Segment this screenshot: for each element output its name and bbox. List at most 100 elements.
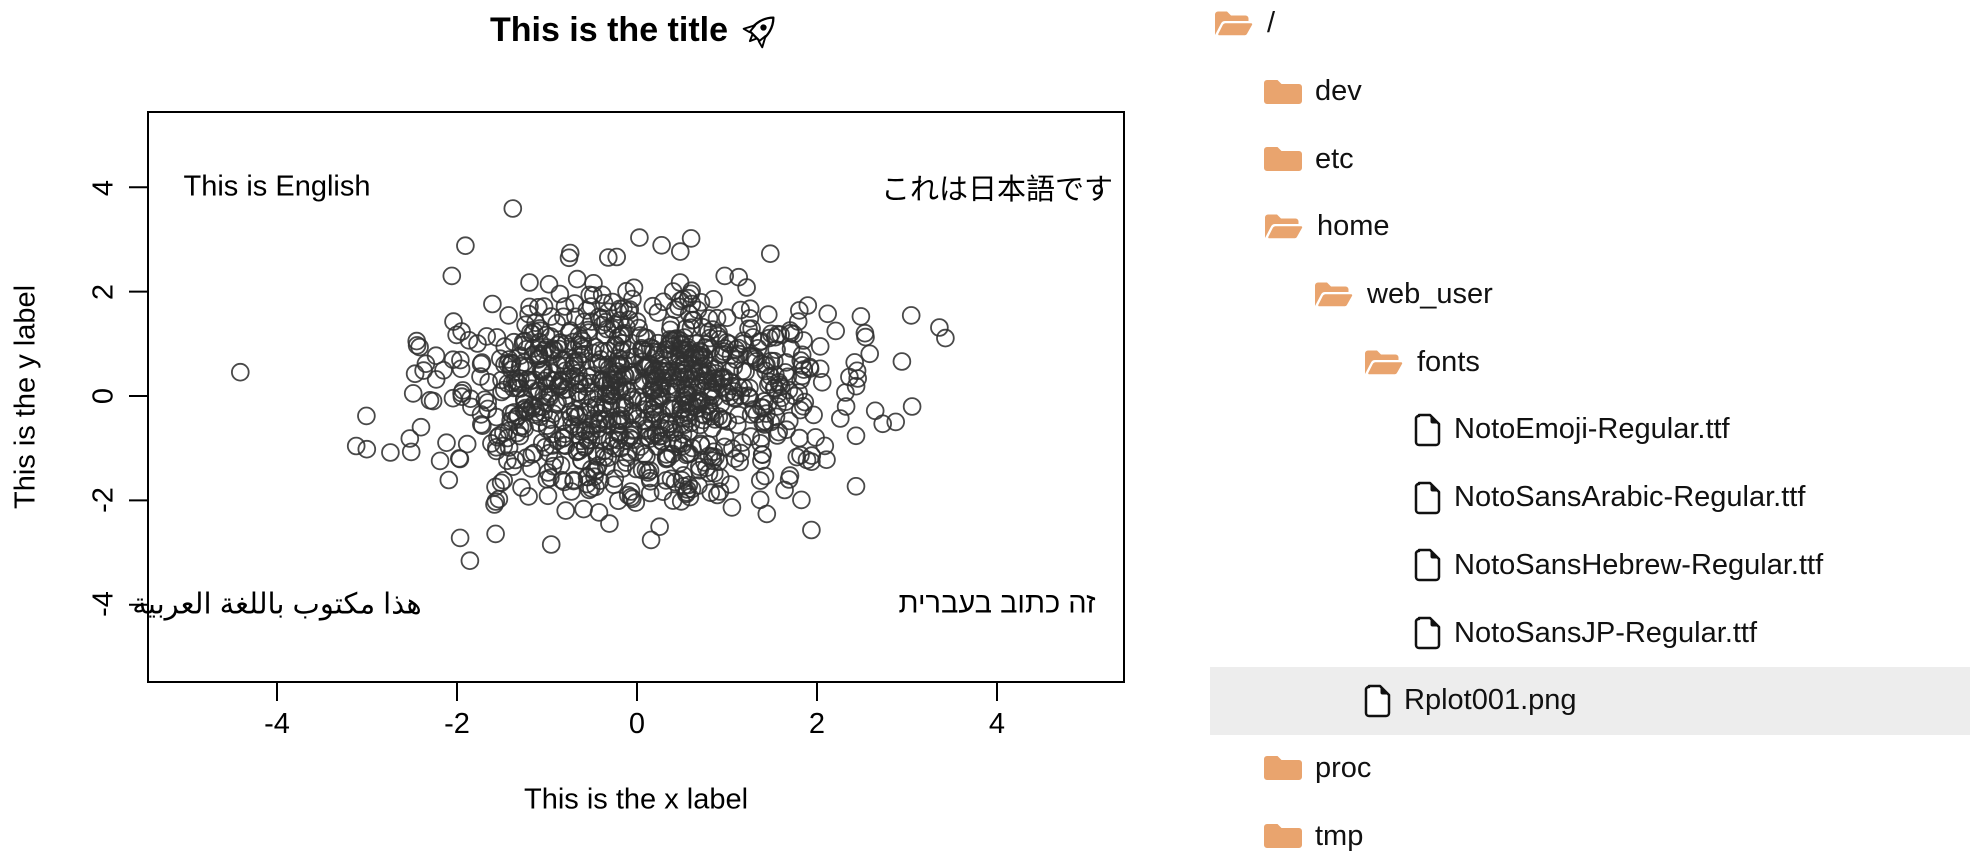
tree-row-NotoEmoji-Regular-ttf[interactable]: NotoEmoji-Regular.ttf [1210, 396, 1970, 464]
scatter-point [710, 482, 730, 501]
tree-row-web-user[interactable]: web_user [1210, 261, 1970, 329]
scatter-point [588, 456, 608, 475]
scatter-point [810, 359, 830, 379]
tree-row-[interactable]: / [1210, 0, 1970, 58]
scatter-point [411, 417, 431, 437]
scatter-point [630, 228, 649, 247]
tree-item-label: home [1317, 210, 1390, 243]
scatter-point [437, 433, 456, 453]
scatter-point [650, 375, 670, 395]
y-tick-label: 4 [87, 179, 120, 197]
tree-item-label: NotoSansJP-Regular.ttf [1454, 616, 1758, 649]
y-tick-label: 2 [87, 283, 120, 301]
scatter-point [768, 397, 787, 416]
scatter-point [751, 331, 771, 351]
scatter-point [674, 408, 694, 427]
scatter-point [426, 346, 446, 366]
scatter-point [692, 392, 711, 412]
folder-open-icon [1214, 9, 1254, 38]
scatter-point [623, 489, 642, 509]
scatter-point [652, 236, 671, 255]
tree-row-NotoSansJP-Regular-ttf[interactable]: NotoSansJP-Regular.ttf [1210, 599, 1970, 667]
scatter-point [515, 389, 534, 408]
scatter-point [714, 368, 734, 387]
scatter-point [513, 416, 533, 436]
scatter-point [758, 305, 778, 324]
scatter-point [632, 338, 651, 358]
scatter-point [603, 292, 622, 312]
scatter-point [700, 356, 720, 376]
scatter-point [501, 360, 521, 380]
scatter-point [564, 470, 584, 490]
tree-row-NotoSansHebrew-Regular-ttf[interactable]: NotoSansHebrew-Regular.ttf [1210, 532, 1970, 600]
scatter-point [487, 328, 507, 347]
tree-row-proc[interactable]: proc [1210, 735, 1970, 803]
scatter-point [502, 353, 522, 373]
scatter-point [751, 433, 770, 453]
scatter-point [521, 459, 541, 478]
scatter-point [627, 459, 646, 479]
scatter-point [757, 355, 776, 375]
scatter-point [650, 517, 669, 536]
scatter-point [548, 431, 567, 451]
tree-item-label: NotoSansHebrew-Regular.ttf [1454, 548, 1824, 581]
scatter-point [640, 461, 660, 480]
scatter-point [482, 434, 501, 453]
scatter-point [865, 401, 885, 421]
scatter-point [420, 390, 440, 410]
scatter-point [702, 382, 721, 402]
scatter-point [654, 292, 673, 312]
scatter-point [780, 466, 800, 485]
scatter-point [519, 487, 538, 506]
scatter-point [414, 361, 433, 380]
scatter-point [231, 362, 250, 382]
x-tick-label: -4 [264, 708, 290, 740]
scatter-point [499, 306, 518, 325]
scatter-point [518, 370, 537, 390]
tree-row-dev[interactable]: dev [1210, 58, 1970, 126]
scatter-point [520, 273, 539, 292]
folder-open-icon [1264, 212, 1304, 241]
scatter-point [750, 490, 770, 510]
scatter-point [504, 332, 524, 352]
tree-row-home[interactable]: home [1210, 193, 1970, 261]
scatter-point [731, 300, 750, 320]
scatter-point [537, 416, 557, 436]
scatter-point [812, 372, 832, 392]
scatter-point [636, 419, 656, 438]
scatter-point [451, 350, 470, 370]
x-tick-label: -2 [444, 708, 470, 740]
tree-item-label: Rplot001.png [1404, 684, 1577, 717]
scatter-point [901, 306, 921, 325]
scatter-point [767, 340, 786, 360]
scatter-point [657, 445, 676, 464]
tree-row-fonts[interactable]: fonts [1210, 328, 1970, 396]
scatter-point [698, 434, 718, 454]
scatter-point [566, 307, 585, 327]
scatter-point [641, 381, 661, 400]
scatter-point [672, 335, 692, 354]
tree-item-label: dev [1315, 75, 1362, 108]
scatter-point [720, 334, 739, 354]
rocket-emoji-icon [742, 16, 775, 49]
tree-row-Rplot001-png[interactable]: Rplot001.png [1210, 666, 1970, 735]
scatter-point [704, 289, 723, 309]
scatter-point [802, 520, 821, 540]
scatter-point [471, 415, 491, 434]
scatter-point [479, 372, 499, 392]
scatter-point [691, 362, 710, 382]
scatter-point [851, 307, 871, 326]
scatter-point [892, 352, 912, 371]
scatter-point [548, 335, 568, 355]
file-icon [1414, 548, 1441, 582]
scatter-point [524, 322, 544, 341]
scatter-point [830, 409, 850, 428]
tree-row-tmp[interactable]: tmp [1210, 802, 1970, 857]
scatter-point [634, 358, 653, 377]
tree-row-etc[interactable]: etc [1210, 125, 1970, 193]
plot-box [147, 111, 1125, 683]
scatter-point [680, 487, 700, 507]
scatter-point [538, 463, 558, 482]
scatter-point [678, 288, 698, 308]
tree-row-NotoSansArabic-Regular-ttf[interactable]: NotoSansArabic-Regular.ttf [1210, 464, 1970, 532]
